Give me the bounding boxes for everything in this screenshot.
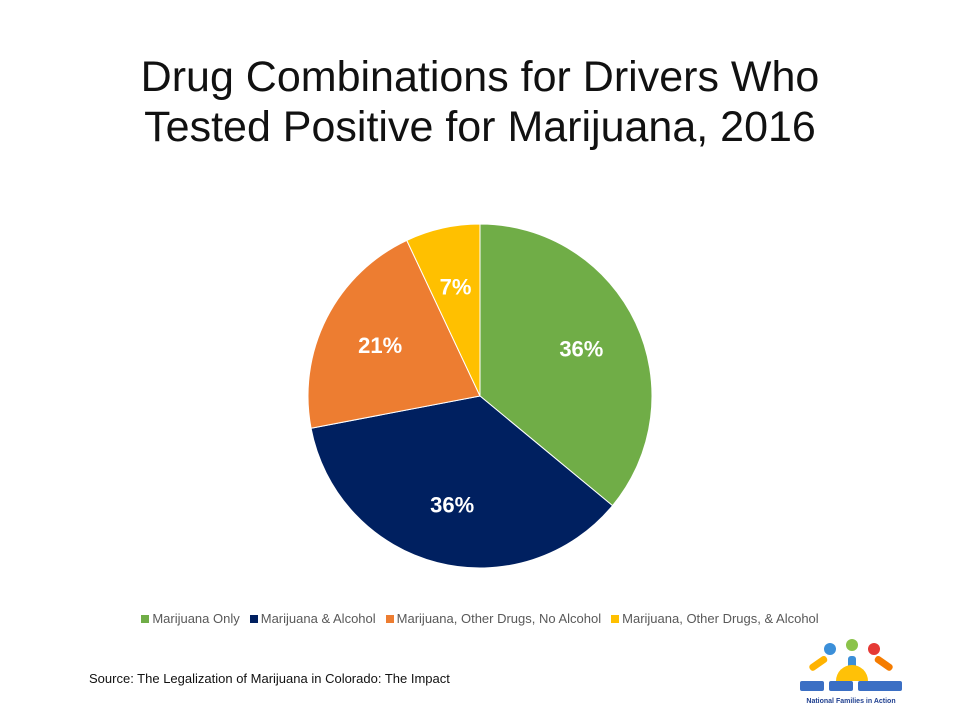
legend-swatch-3 — [611, 614, 620, 623]
logo-text: National Families in Action — [806, 698, 896, 705]
legend-item-3: Marijuana, Other Drugs, & Alcohol — [611, 611, 819, 626]
chart-title: Drug Combinations for Drivers Who Tested… — [0, 52, 960, 152]
legend-swatch-1 — [249, 614, 258, 623]
pie-slice-1 — [310, 395, 614, 569]
chart-title-line-2: Tested Positive for Marijuana, 2016 — [144, 103, 816, 151]
pie-slice-3 — [406, 223, 481, 397]
pie-data-label-2: 21% — [358, 333, 402, 358]
legend-label-1: Marijuana & Alcohol — [260, 611, 376, 626]
legend-item-1: Marijuana & Alcohol — [249, 611, 376, 626]
legend-item-2: Marijuana, Other Drugs, No Alcohol — [385, 611, 602, 626]
legend-swatch-0 — [141, 614, 150, 623]
legend-label-0: Marijuana Only — [152, 611, 240, 626]
legend-label-3: Marijuana, Other Drugs, & Alcohol — [622, 611, 819, 626]
pie-data-label-0: 36% — [559, 336, 603, 361]
pie-data-label-1: 36% — [430, 492, 474, 517]
pie-slice-0 — [479, 223, 653, 507]
source-note: Source: The Legalization of Marijuana in… — [89, 671, 450, 686]
legend-label-2: Marijuana, Other Drugs, No Alcohol — [396, 611, 602, 626]
legend-item-0: Marijuana Only — [141, 611, 240, 626]
chart-title-line-1: Drug Combinations for Drivers Who — [140, 53, 820, 101]
logo-mark-icon — [800, 639, 902, 691]
pie-slice-2 — [307, 239, 481, 429]
chart-legend: Marijuana Only Marijuana & Alcohol Marijua… — [0, 611, 960, 626]
pie-data-label-3: 7% — [440, 275, 472, 300]
legend-swatch-2 — [385, 614, 394, 623]
national-families-in-action-logo: National Families in Action — [796, 636, 906, 710]
